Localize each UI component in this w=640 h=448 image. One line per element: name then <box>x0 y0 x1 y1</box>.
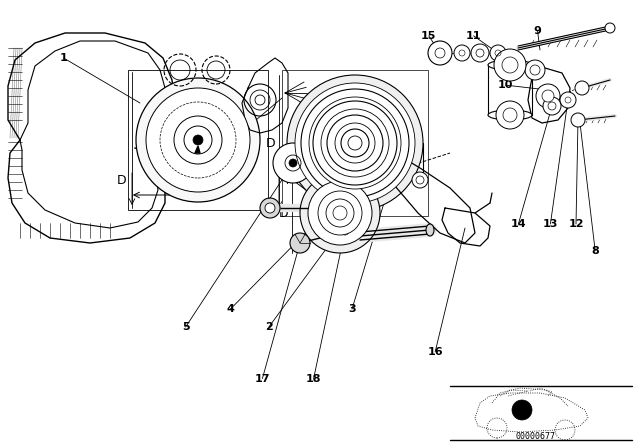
Ellipse shape <box>488 110 532 120</box>
Circle shape <box>326 199 354 227</box>
Circle shape <box>341 129 369 157</box>
Bar <box>282 70 428 216</box>
Polygon shape <box>265 199 275 208</box>
Circle shape <box>193 135 203 145</box>
Text: D: D <box>116 173 126 186</box>
Circle shape <box>454 45 470 61</box>
Text: D: D <box>266 137 275 150</box>
Text: 1: 1 <box>60 53 68 63</box>
Circle shape <box>530 65 540 75</box>
Circle shape <box>265 203 275 213</box>
Circle shape <box>295 83 415 203</box>
Circle shape <box>560 92 576 108</box>
Circle shape <box>494 49 526 81</box>
Circle shape <box>174 116 222 164</box>
Circle shape <box>146 88 250 192</box>
Circle shape <box>496 101 524 129</box>
Polygon shape <box>270 208 280 217</box>
Circle shape <box>605 23 615 33</box>
Text: 10: 10 <box>498 80 513 90</box>
Circle shape <box>287 75 423 211</box>
Text: 9: 9 <box>534 26 541 36</box>
Text: 13: 13 <box>543 219 558 229</box>
Circle shape <box>290 233 310 253</box>
Bar <box>128 70 268 210</box>
Text: 11: 11 <box>466 31 481 41</box>
Circle shape <box>542 90 554 102</box>
Text: 12: 12 <box>568 219 584 229</box>
Text: 3: 3 <box>348 304 356 314</box>
Circle shape <box>136 78 260 202</box>
Circle shape <box>543 97 561 115</box>
Circle shape <box>512 400 532 420</box>
Text: D: D <box>278 207 288 220</box>
Circle shape <box>503 108 517 122</box>
Text: 17: 17 <box>255 374 270 383</box>
Circle shape <box>416 176 424 184</box>
Circle shape <box>502 57 518 73</box>
Polygon shape <box>195 146 200 153</box>
Circle shape <box>321 109 389 177</box>
Polygon shape <box>260 199 270 208</box>
Text: 2: 2 <box>265 322 273 332</box>
Circle shape <box>536 84 560 108</box>
Text: 18: 18 <box>306 374 321 383</box>
Text: 7: 7 <box>246 121 253 130</box>
Circle shape <box>308 181 372 245</box>
Text: 6: 6 <box>323 152 330 162</box>
Circle shape <box>255 95 265 105</box>
Circle shape <box>300 173 380 253</box>
Circle shape <box>525 60 545 80</box>
Text: 4: 4 <box>227 304 234 314</box>
Circle shape <box>335 221 355 241</box>
Circle shape <box>273 143 313 183</box>
Ellipse shape <box>426 224 434 236</box>
Circle shape <box>341 227 349 235</box>
Circle shape <box>348 136 362 150</box>
Circle shape <box>428 41 452 65</box>
Circle shape <box>184 126 212 154</box>
Circle shape <box>333 206 347 220</box>
Text: 16: 16 <box>428 347 443 357</box>
Circle shape <box>335 123 375 163</box>
Polygon shape <box>265 208 275 217</box>
Circle shape <box>412 172 428 188</box>
Circle shape <box>575 81 589 95</box>
Polygon shape <box>260 208 270 217</box>
Text: 8: 8 <box>591 246 599 256</box>
Text: 5: 5 <box>182 322 189 332</box>
Circle shape <box>289 159 297 167</box>
Circle shape <box>309 97 401 189</box>
Text: 15: 15 <box>421 31 436 41</box>
Circle shape <box>318 191 362 235</box>
Text: 00000677: 00000677 <box>515 431 555 440</box>
Ellipse shape <box>488 60 532 70</box>
Circle shape <box>471 44 489 62</box>
Polygon shape <box>270 199 280 208</box>
Circle shape <box>490 45 506 61</box>
Text: 14: 14 <box>511 219 526 229</box>
Circle shape <box>571 113 585 127</box>
